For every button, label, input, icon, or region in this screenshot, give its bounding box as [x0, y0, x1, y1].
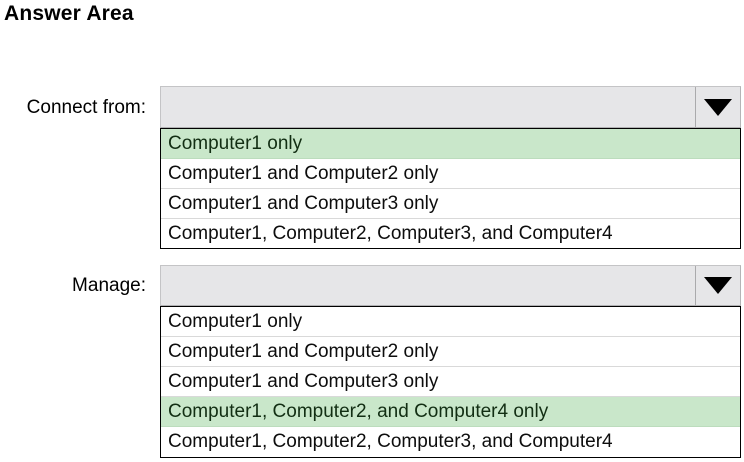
combobox-manage[interactable] — [160, 265, 741, 306]
label-manage: Manage: — [72, 275, 146, 296]
list-item[interactable]: Computer1, Computer2, Computer3, and Com… — [161, 427, 740, 457]
list-item[interactable]: Computer1 and Computer2 only — [161, 337, 740, 367]
combobox-connect-from-value[interactable] — [161, 87, 695, 127]
combobox-connect-from[interactable] — [160, 86, 741, 128]
page-title: Answer Area — [4, 2, 134, 25]
option-list-connect-from[interactable]: Computer1 only Computer1 and Computer2 o… — [160, 128, 741, 249]
list-item[interactable]: Computer1 only — [161, 129, 740, 159]
combobox-connect-from-toggle[interactable] — [695, 87, 740, 127]
list-item[interactable]: Computer1 and Computer3 only — [161, 189, 740, 219]
list-item[interactable]: Computer1, Computer2, and Computer4 only — [161, 397, 740, 427]
combobox-manage-value[interactable] — [161, 266, 695, 305]
list-item[interactable]: Computer1, Computer2, Computer3, and Com… — [161, 219, 740, 248]
chevron-down-icon — [704, 277, 732, 294]
label-connect-from: Connect from: — [26, 97, 146, 118]
combobox-manage-toggle[interactable] — [695, 266, 740, 305]
list-item[interactable]: Computer1 and Computer3 only — [161, 367, 740, 397]
list-item[interactable]: Computer1 and Computer2 only — [161, 159, 740, 189]
list-item[interactable]: Computer1 only — [161, 307, 740, 337]
option-list-manage[interactable]: Computer1 only Computer1 and Computer2 o… — [160, 306, 741, 458]
chevron-down-icon — [704, 98, 732, 116]
